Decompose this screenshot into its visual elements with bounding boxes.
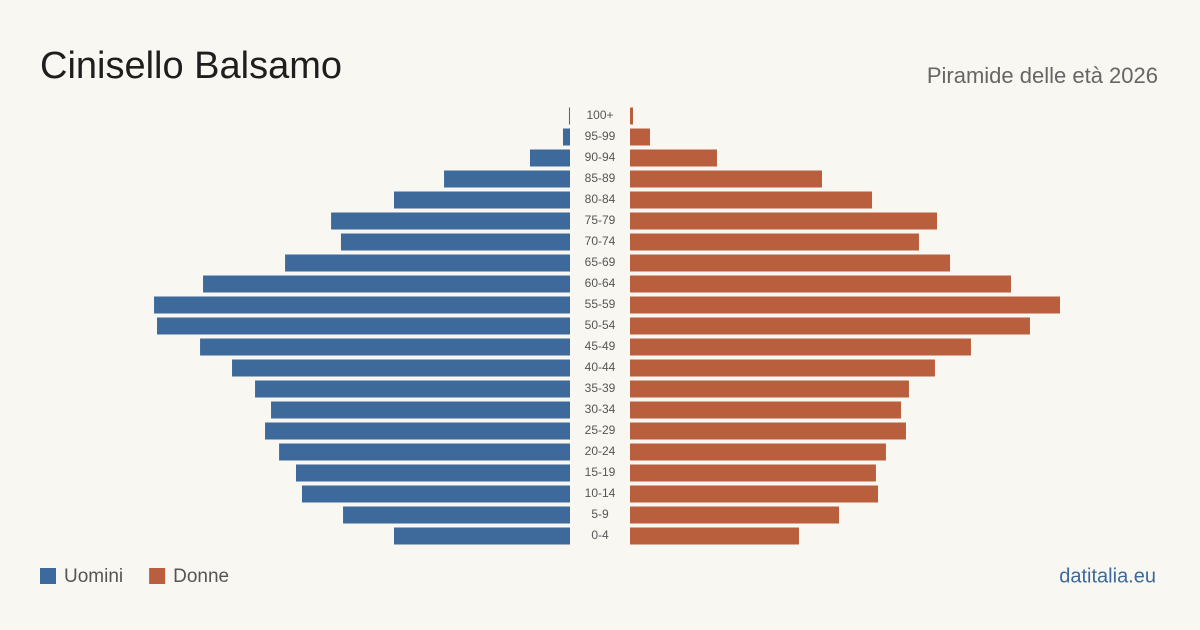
bar — [630, 254, 951, 272]
age-label: 100+ — [586, 108, 613, 122]
legend-label: Donne — [173, 566, 229, 587]
bar — [630, 443, 886, 461]
bar — [630, 191, 873, 209]
bar — [203, 275, 570, 293]
bar — [630, 170, 822, 188]
bar — [271, 401, 570, 419]
bar — [630, 527, 799, 545]
bar — [154, 296, 570, 314]
age-label: 80-84 — [585, 192, 616, 206]
age-label: 15-19 — [585, 465, 616, 479]
legend-swatch — [149, 568, 166, 584]
age-label: 60-64 — [585, 276, 616, 290]
bar — [255, 380, 570, 398]
bar — [393, 527, 570, 545]
bar — [285, 254, 570, 272]
bar — [343, 506, 570, 524]
bar — [301, 485, 570, 503]
bar — [630, 149, 717, 167]
bar — [444, 170, 570, 188]
bar — [630, 401, 902, 419]
bar — [630, 422, 906, 440]
bar — [157, 317, 570, 335]
bar — [630, 464, 876, 482]
bar — [630, 359, 935, 377]
chart-title: Cinisello Balsamo — [40, 45, 342, 87]
age-label: 65-69 — [585, 255, 616, 269]
bar — [630, 275, 1011, 293]
age-label: 95-99 — [585, 129, 616, 143]
chart-subtitle: Piramide delle età 2026 — [927, 63, 1158, 88]
age-label: 55-59 — [585, 297, 616, 311]
bar — [568, 107, 570, 125]
bar — [630, 212, 938, 230]
legend-swatch — [40, 568, 56, 584]
age-label: 75-79 — [585, 213, 616, 227]
age-label: 25-29 — [585, 423, 616, 437]
age-label: 70-74 — [585, 234, 616, 248]
age-label: 35-39 — [585, 381, 616, 395]
bar — [630, 485, 879, 503]
age-label: 10-14 — [585, 486, 616, 500]
bar — [630, 338, 971, 356]
bar — [529, 149, 570, 167]
bar — [562, 128, 570, 146]
bar — [279, 443, 570, 461]
age-label: 85-89 — [585, 171, 616, 185]
bar — [393, 191, 570, 209]
bar — [295, 464, 570, 482]
age-label: 40-44 — [585, 360, 616, 374]
age-label: 50-54 — [585, 318, 616, 332]
age-label: 0-4 — [591, 528, 609, 542]
source: datitalia.eu — [1059, 565, 1156, 587]
age-label: 20-24 — [585, 444, 616, 458]
bar — [265, 422, 570, 440]
age-label: 30-34 — [585, 402, 616, 416]
bar — [200, 338, 570, 356]
bar — [630, 107, 633, 125]
age-label: 5-9 — [591, 507, 609, 521]
age-label: 45-49 — [585, 339, 616, 353]
bar — [630, 233, 919, 251]
bar — [630, 380, 909, 398]
bar — [630, 317, 1030, 335]
bar — [340, 233, 570, 251]
bar — [630, 296, 1060, 314]
bar — [331, 212, 570, 230]
age-label: 90-94 — [585, 150, 616, 164]
legend-label: Uomini — [64, 566, 123, 587]
bar — [630, 128, 651, 146]
bar — [630, 506, 840, 524]
bar — [232, 359, 570, 377]
